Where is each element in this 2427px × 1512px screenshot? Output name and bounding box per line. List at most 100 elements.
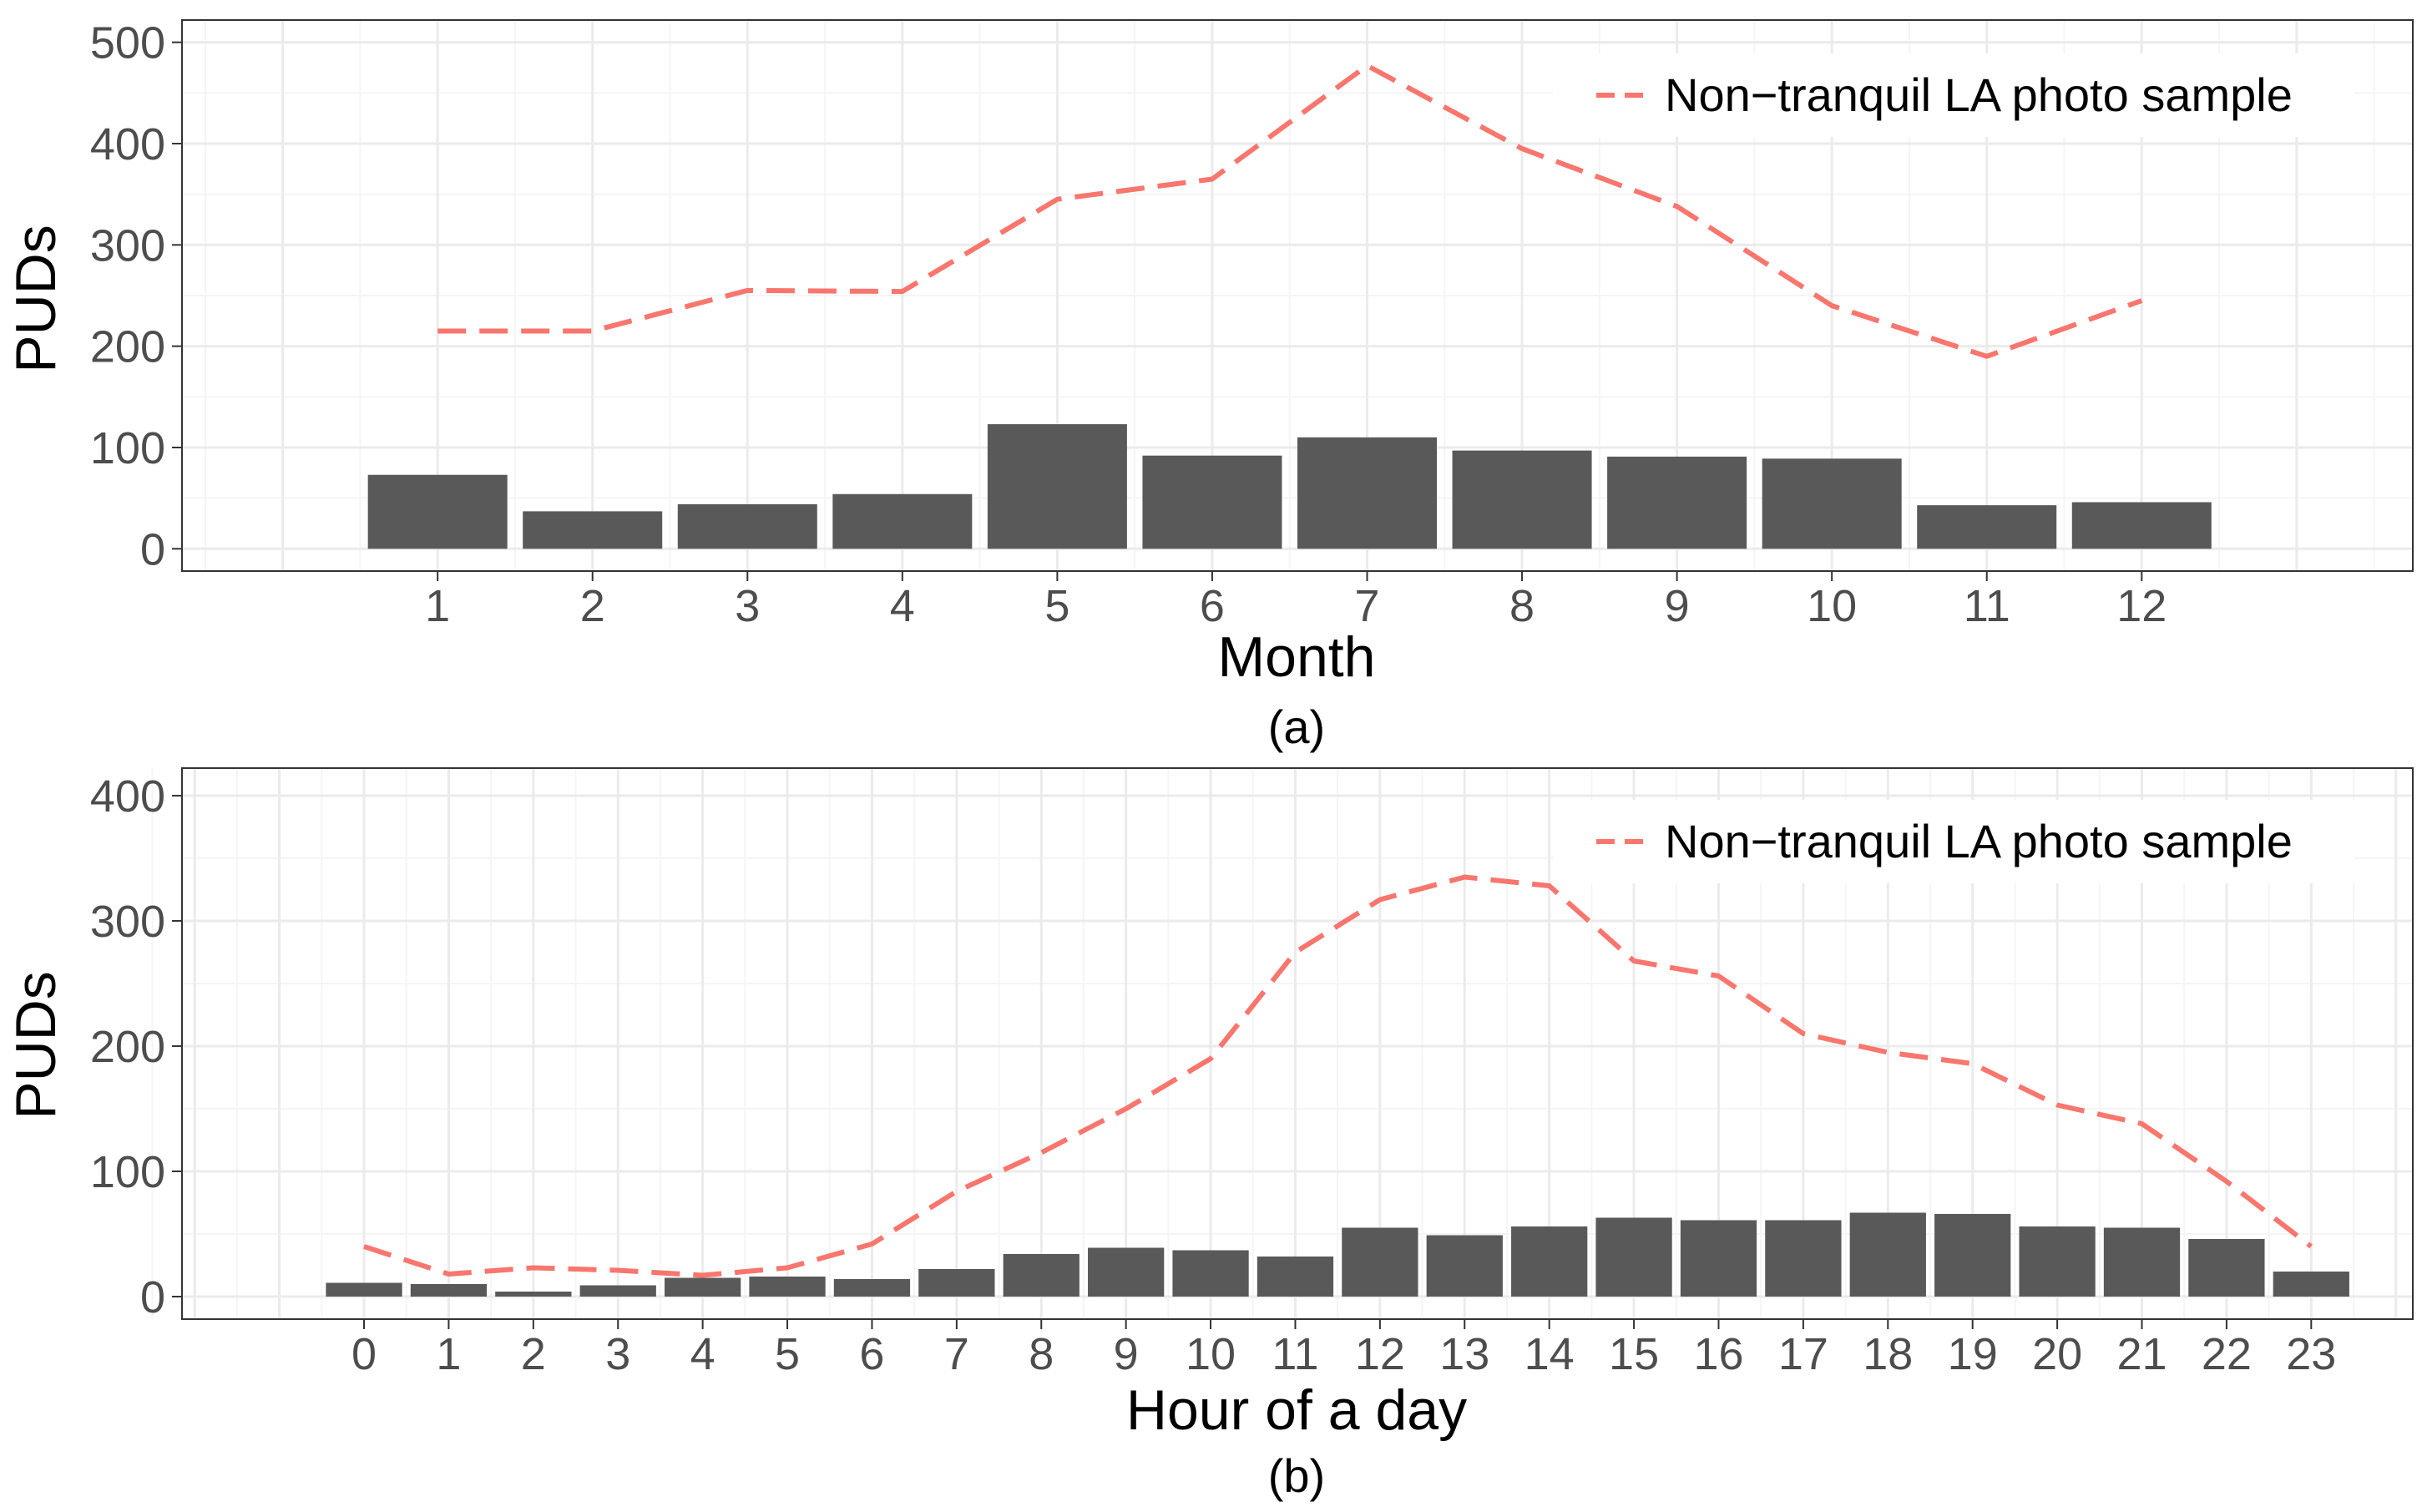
y-tick-label: 500: [90, 18, 165, 68]
caption-a: (a): [1268, 700, 1325, 753]
x-tick-label: 12: [1355, 1329, 1405, 1379]
y-tick-label: 0: [140, 1272, 165, 1322]
y-ticks-a: 0 100 200 300 400 500: [90, 18, 182, 574]
x-tick-label: 15: [1609, 1329, 1659, 1379]
x-tick-label: 8: [1029, 1329, 1054, 1379]
y-tick-label: 400: [90, 119, 165, 169]
bar-3: [677, 503, 817, 549]
line-a: [437, 63, 2143, 359]
bar-11: [1256, 1257, 1334, 1297]
bar-12: [2071, 502, 2212, 549]
x-ticks-b: 0 1 2 3 4 5 6 7 8 9 10 11 12 13 14 15 16 17 18 19 20 21 22 23: [351, 1319, 2336, 1379]
panel-border-a: [181, 19, 2414, 572]
y-tick-label: 200: [90, 1022, 165, 1072]
x-tick-label: 5: [775, 1329, 800, 1379]
bar-16: [1680, 1220, 1757, 1297]
x-tick-label: 7: [944, 1329, 969, 1379]
x-tick-label: 2: [521, 1329, 546, 1379]
y-tick-label: 100: [90, 1147, 165, 1197]
bars-b: [326, 1212, 2349, 1297]
y-tick-label: 300: [90, 897, 165, 947]
bar-6: [1142, 455, 1282, 549]
bar-22: [2188, 1239, 2265, 1297]
legend-box-b: [1553, 800, 2354, 883]
x-tick-label: 13: [1439, 1329, 1489, 1379]
x-tick-label: 3: [605, 1329, 630, 1379]
legend-label-a: Non−tranquil LA photo sample: [1665, 68, 2293, 121]
x-tick-label: 10: [1807, 581, 1857, 631]
bar-3: [579, 1285, 656, 1297]
panel-border-b: [181, 767, 2414, 1320]
bar-0: [326, 1282, 402, 1297]
bar-8: [1452, 450, 1592, 549]
bar-20: [2019, 1226, 2096, 1297]
x-axis-title-b: Hour of a day: [1126, 1378, 1467, 1442]
bar-21: [2103, 1227, 2181, 1297]
y-tick-label: 200: [90, 322, 165, 372]
bar-9: [1088, 1247, 1165, 1297]
y-tick-label: 400: [90, 771, 165, 822]
bar-1: [367, 474, 508, 549]
x-tick-label: 4: [890, 581, 915, 631]
grid-b: [151, 768, 2413, 1319]
x-tick-label: 4: [690, 1329, 715, 1379]
x-tick-label: 12: [2116, 581, 2167, 631]
x-axis-title-a: Month: [1218, 625, 1376, 689]
x-tick-label: 18: [1863, 1329, 1913, 1379]
bar-10: [1762, 458, 1902, 549]
x-tick-label: 14: [1524, 1329, 1575, 1379]
legend-label-b: Non−tranquil LA photo sample: [1665, 815, 2293, 867]
x-tick-label: 2: [580, 581, 605, 631]
bar-23: [2273, 1272, 2349, 1297]
y-tick-label: 300: [90, 220, 165, 271]
y-axis-title-a: PUDs: [4, 225, 68, 373]
x-tick-label: 1: [425, 581, 450, 631]
x-tick-label: 10: [1186, 1329, 1236, 1379]
x-ticks-a: 1 2 3 4 5 6 7 8 9 10 11 12: [425, 571, 2167, 631]
bar-5: [987, 424, 1127, 549]
y-tick-label: 0: [140, 524, 165, 574]
x-tick-label: 5: [1044, 581, 1069, 631]
legend-box-a: [1553, 53, 2354, 137]
bar-17: [1765, 1220, 1842, 1297]
caption-b: (b): [1268, 1449, 1325, 1502]
bar-6: [833, 1279, 911, 1297]
x-tick-label: 16: [1693, 1329, 1743, 1379]
x-tick-label: 6: [1200, 581, 1225, 631]
x-tick-label: 11: [1964, 581, 2010, 631]
bar-1: [410, 1284, 488, 1297]
x-tick-label: 23: [2286, 1329, 2336, 1379]
y-axis-title-b: PUDs: [4, 971, 68, 1120]
x-tick-label: 17: [1778, 1329, 1828, 1379]
bar-9: [1607, 456, 1747, 549]
x-tick-label: 9: [1665, 581, 1690, 631]
x-tick-label: 3: [735, 581, 760, 631]
bar-2: [523, 511, 663, 549]
bar-5: [749, 1277, 826, 1297]
bar-12: [1342, 1227, 1418, 1297]
panel-a: Non−tranquil LA photo sample 0 100 200 300 4…: [4, 18, 2414, 753]
x-tick-label: 9: [1114, 1329, 1139, 1379]
x-tick-label: 8: [1509, 581, 1535, 631]
line-b: [363, 874, 2313, 1278]
bar-8: [1003, 1254, 1080, 1297]
bar-4: [665, 1277, 741, 1297]
x-tick-label: 21: [2116, 1329, 2167, 1379]
bar-10: [1172, 1250, 1249, 1297]
bar-18: [1849, 1212, 1926, 1297]
bar-14: [1511, 1226, 1588, 1297]
y-tick-label: 100: [90, 423, 165, 473]
bar-19: [1934, 1214, 2011, 1297]
bar-15: [1595, 1217, 1672, 1297]
x-tick-label: 0: [351, 1329, 377, 1379]
x-tick-label: 22: [2202, 1329, 2252, 1379]
x-tick-label: 1: [436, 1329, 461, 1379]
bar-13: [1426, 1235, 1503, 1297]
bar-11: [1917, 505, 2057, 549]
bar-2: [495, 1292, 572, 1297]
x-tick-label: 6: [859, 1329, 884, 1379]
bars-a: [367, 424, 2212, 549]
series-line-non-tranquil: [437, 63, 2143, 359]
bar-7: [918, 1269, 995, 1297]
panel-b: Non−tranquil LA photo sample 01002003004…: [4, 767, 2414, 1502]
